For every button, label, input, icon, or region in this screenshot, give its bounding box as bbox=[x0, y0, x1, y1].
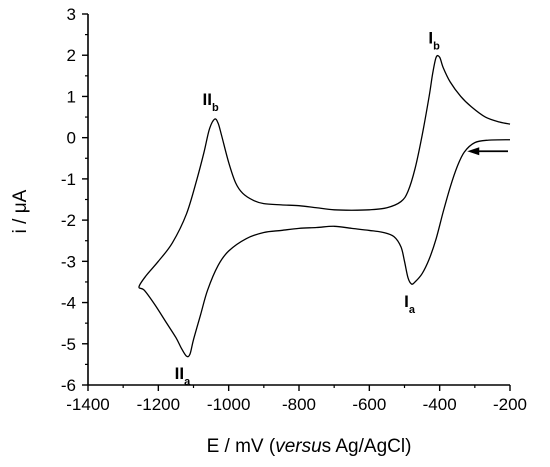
y-tick-label: -3 bbox=[61, 252, 76, 271]
peak-label: Ia bbox=[404, 292, 416, 316]
y-tick-label: 0 bbox=[67, 129, 76, 148]
y-tick-label: -2 bbox=[61, 211, 76, 230]
x-tick-label: -1400 bbox=[66, 395, 109, 414]
y-tick-label: 2 bbox=[67, 46, 76, 65]
plot-area: -1400 -1200 -1000 -800 -600 -400 -200 -6 -5 -4 -3 -… bbox=[10, 5, 527, 457]
peak-label: Ib bbox=[428, 28, 440, 52]
y-tick-label: -4 bbox=[61, 294, 76, 313]
x-tick-label: -1200 bbox=[137, 395, 180, 414]
x-axis-title: E / mV (versus Ag/AgCl) bbox=[207, 436, 412, 457]
peak-label: IIb bbox=[203, 90, 219, 114]
y-axis-title: i / μA bbox=[10, 189, 31, 233]
voltammogram-curve bbox=[138, 54, 511, 358]
scan-direction-arrow-head bbox=[467, 147, 480, 156]
x-tick-label: -600 bbox=[352, 395, 386, 414]
y-tick-label: -5 bbox=[61, 335, 76, 354]
x-tick-label: -400 bbox=[423, 395, 457, 414]
peak-label: IIa bbox=[175, 364, 191, 388]
x-tick-label: -800 bbox=[282, 395, 316, 414]
y-tick-label: -6 bbox=[61, 376, 76, 395]
x-tick-label: -1000 bbox=[207, 395, 250, 414]
x-tick-label: -200 bbox=[493, 395, 527, 414]
y-tick-label: -1 bbox=[61, 170, 76, 189]
y-tick-label: 1 bbox=[67, 87, 76, 106]
y-tick-label: 3 bbox=[67, 5, 76, 24]
